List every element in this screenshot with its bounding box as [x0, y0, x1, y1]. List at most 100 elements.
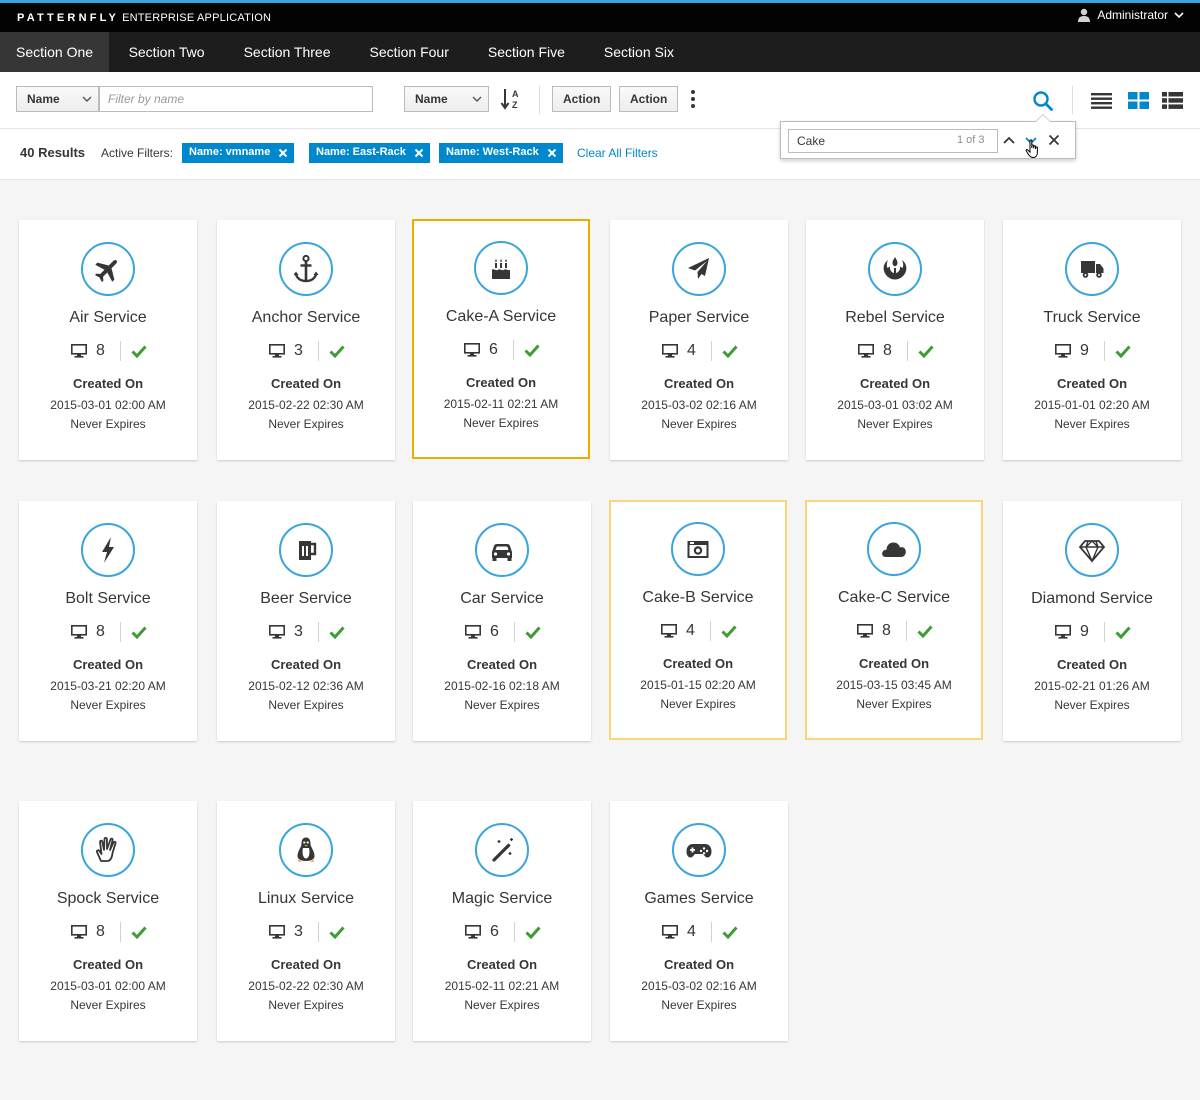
- chevron-up-icon[interactable]: [1001, 132, 1017, 148]
- service-card[interactable]: Anchor Service 3 Created On 2015-02-22 02:3…: [217, 220, 395, 460]
- service-card[interactable]: Cake-A Service 6 Created On 2015-02-11 02:2…: [412, 219, 590, 459]
- check-icon: [525, 926, 541, 939]
- created-on-label: Created On: [270, 657, 342, 672]
- created-date: 2015-03-01 02:00 AM: [50, 979, 166, 993]
- nav-section-five[interactable]: Section Five: [487, 44, 565, 60]
- created-date: 2015-01-01 02:20 AM: [1034, 398, 1150, 412]
- plane-icon: [94, 259, 118, 283]
- created-date: 2015-02-11 02:21 AM: [444, 979, 560, 993]
- divider: [1104, 622, 1105, 642]
- monitor-icon: [1055, 344, 1071, 358]
- card-view-icon[interactable]: [1128, 92, 1149, 109]
- filter-chip-label: Name: vmname: [189, 146, 271, 158]
- expires-label: Never Expires: [70, 417, 146, 431]
- divider: [513, 340, 514, 360]
- gamepad-icon: [686, 844, 712, 858]
- sort-field-select[interactable]: Name: [404, 86, 489, 112]
- action-button-2[interactable]: Action: [619, 86, 679, 112]
- list-view-icon[interactable]: [1091, 92, 1112, 109]
- service-card[interactable]: Games Service 4 Created On 2015-03-02 02:16…: [610, 801, 788, 1041]
- search-icon[interactable]: [1032, 90, 1054, 112]
- hand-cursor-icon: [1025, 139, 1038, 159]
- nav-section-six[interactable]: Section Six: [603, 44, 674, 60]
- clear-all-filters-link[interactable]: Clear All Filters: [577, 146, 658, 160]
- card-count: 3: [294, 623, 303, 640]
- card-stats: 4: [610, 341, 788, 363]
- card-title: Linux Service: [257, 890, 355, 907]
- check-icon: [131, 926, 147, 939]
- service-card[interactable]: Car Service 6 Created On 2015-02-16 02:18 A…: [413, 501, 591, 741]
- nav-section-two[interactable]: Section Two: [128, 44, 205, 60]
- close-icon[interactable]: [1046, 132, 1062, 148]
- card-title: Games Service: [644, 890, 754, 907]
- check-icon: [1115, 626, 1131, 639]
- check-icon: [329, 345, 345, 358]
- card-stats: 4: [610, 922, 788, 944]
- service-card[interactable]: Diamond Service 9 Created On 2015-02-21 01:…: [1003, 501, 1181, 741]
- created-date: 2015-02-21 01:26 AM: [1034, 679, 1150, 693]
- sort-alpha-icon[interactable]: A Z: [500, 87, 524, 111]
- card-title: Cake-B Service: [642, 589, 754, 606]
- service-card[interactable]: Bolt Service 8 Created On 2015-03-21 02:20 …: [19, 501, 197, 741]
- monitor-icon: [1055, 625, 1071, 639]
- card-stats: 6: [412, 340, 586, 362]
- filter-field-select[interactable]: Name: [16, 86, 99, 112]
- card-title: Paper Service: [648, 309, 750, 326]
- anchor-icon: [293, 254, 319, 283]
- divider: [120, 341, 121, 361]
- nav-section-three[interactable]: Section Three: [243, 44, 331, 60]
- hand-spock-icon: [96, 836, 117, 862]
- brand[interactable]: PATTERNFLY ENTERPRISE APPLICATION: [17, 10, 271, 24]
- created-date: 2015-03-01 03:02 AM: [837, 398, 953, 412]
- created-on-label: Created On: [466, 657, 538, 672]
- created-on-label: Created On: [663, 957, 735, 972]
- divider: [514, 622, 515, 642]
- monitor-icon: [269, 344, 285, 358]
- service-card[interactable]: Paper Service 4 Created On 2015-03-02 02:16…: [610, 220, 788, 460]
- monitor-icon: [269, 925, 285, 939]
- close-icon[interactable]: [278, 148, 288, 158]
- active-filters-label: Active Filters:: [101, 146, 174, 160]
- divider: [539, 86, 540, 114]
- card-count: 6: [490, 623, 499, 640]
- card-icon-circle: [279, 242, 333, 296]
- kebab-menu-icon[interactable]: [689, 87, 697, 111]
- monitor-icon: [857, 624, 873, 638]
- nav-section-one[interactable]: Section One: [0, 32, 110, 72]
- check-icon: [131, 345, 147, 358]
- card-count: 8: [96, 623, 105, 640]
- expires-label: Never Expires: [661, 998, 737, 1012]
- service-card[interactable]: Beer Service 3 Created On 2015-02-12 02:36 …: [217, 501, 395, 741]
- close-icon[interactable]: [414, 148, 424, 158]
- service-card[interactable]: Linux Service 3 Created On 2015-02-22 02:30…: [217, 801, 395, 1041]
- card-count: 4: [687, 923, 696, 940]
- service-card[interactable]: Spock Service 8 Created On 2015-03-01 02:00…: [19, 801, 197, 1041]
- divider: [711, 341, 712, 361]
- expires-label: Never Expires: [70, 698, 146, 712]
- find-input[interactable]: [788, 129, 998, 153]
- service-card[interactable]: Cake-B Service 4 Created On 2015-01-15 02:2…: [609, 500, 787, 740]
- service-card[interactable]: Magic Service 6 Created On 2015-02-11 02:21…: [413, 801, 591, 1041]
- card-icon-circle: [475, 823, 529, 877]
- monitor-icon: [71, 925, 87, 939]
- service-card[interactable]: Rebel Service 8 Created On 2015-03-01 03:02…: [806, 220, 984, 460]
- user-menu[interactable]: Administrator: [1077, 8, 1184, 22]
- svg-text:A: A: [512, 89, 519, 99]
- card-count: 3: [294, 342, 303, 359]
- expires-label: Never Expires: [70, 998, 146, 1012]
- camera-icon: [687, 541, 709, 558]
- monitor-icon: [71, 625, 87, 639]
- filter-chip: Name: vmname: [182, 143, 295, 163]
- action-button-1[interactable]: Action: [552, 86, 612, 112]
- service-card[interactable]: Cake-C Service 8 Created On 2015-03-15 03:4…: [805, 500, 983, 740]
- close-icon[interactable]: [547, 148, 557, 158]
- nav-section-four[interactable]: Section Four: [369, 44, 449, 60]
- expires-label: Never Expires: [464, 698, 540, 712]
- table-view-icon[interactable]: [1162, 92, 1183, 109]
- card-icon-circle: [279, 523, 333, 577]
- filter-input[interactable]: [99, 86, 373, 112]
- chevron-down-icon: [1174, 12, 1184, 19]
- card-count: 8: [96, 923, 105, 940]
- service-card[interactable]: Air Service 8 Created On 2015-03-01 02:00 A…: [19, 220, 197, 460]
- service-card[interactable]: Truck Service 9 Created On 2015-01-01 02:20…: [1003, 220, 1181, 460]
